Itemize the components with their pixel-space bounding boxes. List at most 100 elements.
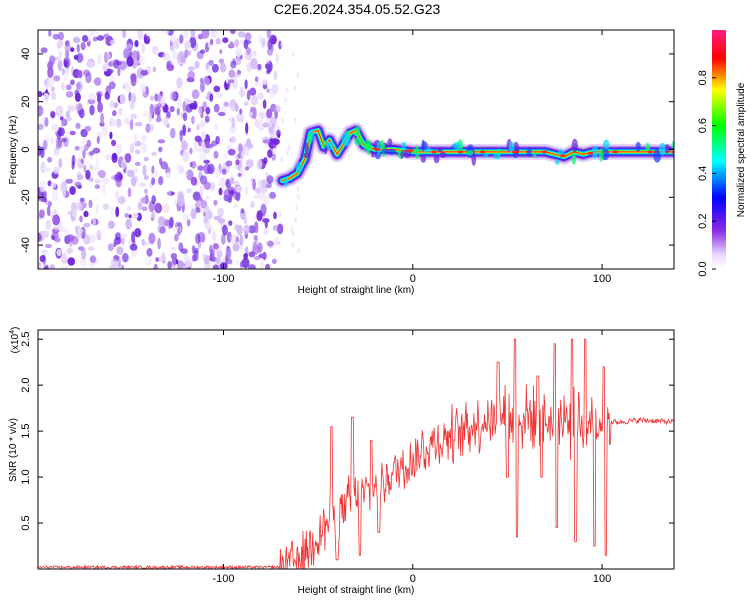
noise-blob (177, 194, 185, 207)
noise-blob (83, 164, 87, 173)
ridge-spot (598, 148, 604, 162)
noise-blob (191, 89, 200, 99)
ridge-spot (439, 151, 446, 158)
noise-blob (232, 243, 240, 252)
ridge-spot (591, 145, 599, 159)
noise-blob (267, 39, 273, 50)
noise-blob (57, 59, 63, 72)
noise-blob (237, 172, 242, 177)
noise-blob (240, 208, 245, 214)
noise-blob (38, 232, 42, 242)
noise-blob (88, 177, 94, 182)
noise-blob (44, 117, 49, 127)
noise-blob (243, 253, 248, 260)
noise-blob (148, 232, 156, 245)
ridge-peak (374, 148, 381, 151)
noise-blob (155, 117, 162, 123)
noise-blob (60, 264, 68, 269)
noise-blob (162, 52, 171, 61)
ridge-spot (354, 125, 361, 134)
noise-blob (196, 200, 201, 206)
noise-blob (215, 256, 222, 264)
ridge-spot (452, 142, 461, 150)
noise-blob (209, 249, 215, 260)
noise-blob (107, 220, 115, 230)
noise-blob (228, 186, 236, 195)
noise-blob (143, 156, 149, 162)
noise-blob (228, 79, 235, 84)
noise-blob (280, 156, 283, 163)
noise-blob (205, 141, 210, 149)
noise-blob (180, 248, 188, 254)
noise-blob (97, 92, 102, 104)
noise-blob (168, 189, 172, 197)
noise-blob (134, 228, 142, 238)
ridge-spot (645, 142, 651, 152)
noise-blob (92, 147, 101, 154)
noise-blob (227, 258, 233, 265)
y-tick-label: 1.5 (20, 423, 32, 438)
x-tick-label: -100 (212, 273, 234, 285)
noise-blob (95, 155, 99, 167)
noise-blob (70, 79, 75, 86)
noise-blob (203, 181, 211, 190)
noise-blob (130, 73, 137, 82)
noise-blob (107, 243, 114, 252)
noise-blob (271, 83, 279, 95)
noise-blob (291, 230, 295, 237)
noise-blob (63, 56, 71, 69)
noise-blob (154, 93, 159, 102)
noise-blob (84, 125, 92, 132)
noise-blob (217, 218, 226, 224)
noise-blob (104, 91, 110, 100)
noise-blob (58, 31, 64, 41)
noise-blob (165, 172, 171, 179)
noise-blob (218, 187, 223, 196)
noise-blob (38, 91, 43, 98)
noise-blob (225, 160, 233, 167)
noise-blob (45, 93, 49, 99)
noise-blob (296, 71, 300, 78)
ridge-spot (322, 140, 326, 149)
noise-blob (186, 77, 195, 83)
noise-blob (260, 203, 267, 216)
ridge-spot (353, 132, 361, 137)
noise-blob (213, 199, 218, 206)
noise-blob (69, 186, 76, 195)
noise-blob (41, 249, 48, 254)
ridge-spot (400, 150, 404, 159)
noise-blob (89, 150, 95, 156)
noise-blob (231, 117, 236, 128)
noise-blob (130, 174, 138, 185)
ridge-peak (671, 150, 674, 154)
colorbar-tick-label: 0.8 (697, 70, 709, 85)
ridge-spot (401, 141, 407, 151)
noise-blob (120, 233, 128, 239)
noise-blob (273, 211, 277, 220)
ridge-spot (483, 153, 489, 158)
noise-blob (149, 95, 154, 101)
noise-blob (252, 178, 256, 191)
noise-blob (187, 49, 192, 56)
noise-blob (209, 38, 214, 46)
noise-blob (44, 264, 49, 269)
noise-blob (42, 139, 48, 150)
noise-blob (159, 157, 163, 165)
noise-blob (244, 79, 248, 90)
noise-blob (127, 205, 132, 211)
ridge-spot (387, 138, 393, 148)
noise-blob (143, 35, 151, 45)
noise-blob (74, 145, 81, 151)
noise-blob (131, 231, 136, 243)
noise-blob (89, 164, 94, 171)
ridge-peak (587, 151, 594, 155)
noise-blob (262, 251, 267, 261)
noise-blob (256, 159, 263, 171)
noise-blob (123, 48, 129, 59)
noise-blob (274, 105, 281, 113)
noise-blob (214, 122, 219, 132)
noise-blob (169, 216, 174, 228)
noise-blob (215, 135, 220, 145)
noise-blob (205, 77, 210, 86)
